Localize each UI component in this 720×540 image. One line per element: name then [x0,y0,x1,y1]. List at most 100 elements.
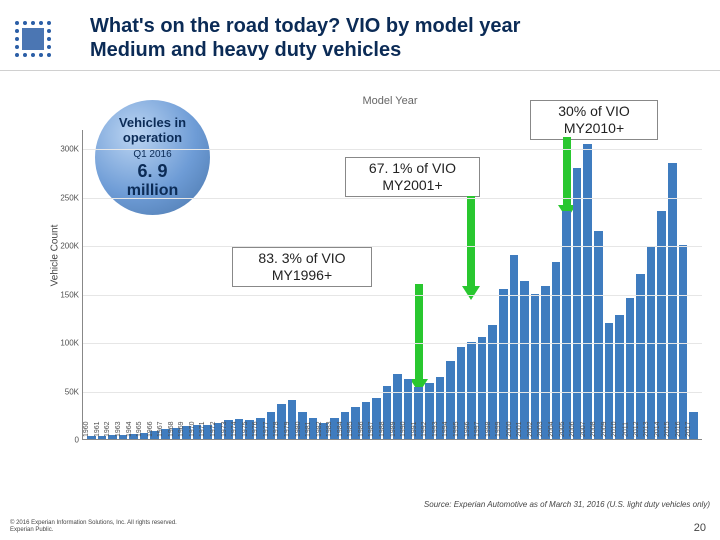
gridline [83,295,702,296]
gridline [83,343,702,344]
bar [510,255,519,439]
x-tick-label: 1979 [284,421,291,437]
bar-slot: 2002 [531,294,540,439]
x-tick-label: 1967 [157,421,164,437]
x-tick-label: 1986 [358,421,365,437]
x-tick-label: 1982 [316,421,323,437]
bar [520,281,529,439]
badge-line-1: Vehicles in [95,115,210,130]
x-tick-label: 1970 [189,421,196,437]
y-tick-label: 50K [49,387,79,396]
x-tick-label: 1985 [348,421,355,437]
x-tick-label: 1983 [326,421,333,437]
y-tick-label: 150K [49,290,79,299]
plot-area: 1960196119621963196419651966196719681969… [82,130,702,440]
x-tick-label: 1968 [168,421,175,437]
bar-slot: 2001 [520,281,529,439]
bar [583,144,592,439]
x-tick-label: 2016 [675,421,682,437]
gridline [83,246,702,247]
bar [668,163,677,439]
x-tick-label: 2007 [580,421,587,437]
x-tick-label: 2003 [538,421,545,437]
gridline [83,198,702,199]
footer-left: © 2016 Experian Information Solutions, I… [10,520,177,534]
x-tick-label: 1975 [242,421,249,437]
x-tick-label: 2013 [643,421,650,437]
x-tick-label: 1981 [305,421,312,437]
bar [552,262,561,439]
bar [626,298,635,439]
x-tick-label: 1965 [136,421,143,437]
bar [636,274,645,439]
x-tick-label: 1988 [379,421,386,437]
bar-slot: 2008 [594,231,603,439]
y-tick-label: 0 [49,436,79,445]
title-line-2: Medium and heavy duty vehicles [90,38,650,62]
x-tick-label: 1997 [474,421,481,437]
x-tick-label: 1993 [432,421,439,437]
x-tick-label: 1971 [200,421,207,437]
x-tick-label: 2015 [664,421,671,437]
bar [573,168,582,439]
bars-container: 1960196119621963196419651966196719681969… [87,130,698,439]
source-text: Source: Experian Automotive as of March … [424,500,710,509]
bar [594,231,603,439]
x-tick-label: 2006 [569,421,576,437]
footer-line-2: Experian Public. [10,527,177,534]
bar [541,286,550,439]
x-tick-label: 2010 [612,421,619,437]
bar-slot: 2012 [636,274,645,439]
bar-slot: 2007 [583,144,592,439]
x-tick-label: 1974 [231,421,238,437]
x-tick-label: 1961 [94,421,101,437]
bar-slot: 2016 [679,245,688,439]
x-tick-label: 2012 [633,421,640,437]
bar-slot: 2000 [510,255,519,439]
x-tick-label: 1973 [221,421,228,437]
x-tick-label: 1998 [485,421,492,437]
x-tick-label: 1992 [421,421,428,437]
page-title: What's on the road today? VIO by model y… [90,14,650,62]
x-tick-label: 1962 [105,421,112,437]
x-tick-label: 2008 [590,421,597,437]
bar-slot: 1999 [499,289,508,439]
gridline [83,392,702,393]
x-tick-label: 1984 [337,421,344,437]
x-tick-label: 2002 [527,421,534,437]
x-tick-label: 2005 [559,421,566,437]
x-tick-label: 2011 [622,422,629,437]
logo [12,18,52,58]
x-tick-label: 1980 [295,421,302,437]
x-tick-label: 1994 [443,421,450,437]
x-tick-label: 1989 [390,421,397,437]
bar-slot: 2010 [615,315,624,439]
x-tick-label: 1999 [495,421,502,437]
x-tick-label: 1963 [115,421,122,437]
x-tick-label: 1960 [83,421,90,437]
x-tick-label: 2001 [517,421,524,437]
bar [679,245,688,439]
x-tick-label: 1972 [210,421,217,437]
x-tick-label: 2014 [654,421,661,437]
y-tick-label: 100K [49,339,79,348]
title-line-1: What's on the road today? VIO by model y… [90,14,650,38]
y-axis-label: Vehicle Count [49,225,60,287]
bar [499,289,508,439]
y-tick-label: 200K [49,242,79,251]
x-tick-label: 1995 [453,421,460,437]
x-tick-label: 1969 [179,421,186,437]
x-tick-label: 1964 [126,421,133,437]
x-tick-label: 1978 [274,421,281,437]
bar-slot: 2004 [552,262,561,439]
gridline [83,149,702,150]
bar-slot: 2015 [668,163,677,439]
x-tick-label: 1976 [252,421,259,437]
chart-top-label: Model Year [70,95,710,107]
x-tick-label: 1966 [147,421,154,437]
x-tick-label: 1996 [464,421,471,437]
page-number: 20 [694,522,706,534]
x-tick-label: 2004 [548,421,555,437]
divider [0,70,720,71]
bar [531,294,540,439]
